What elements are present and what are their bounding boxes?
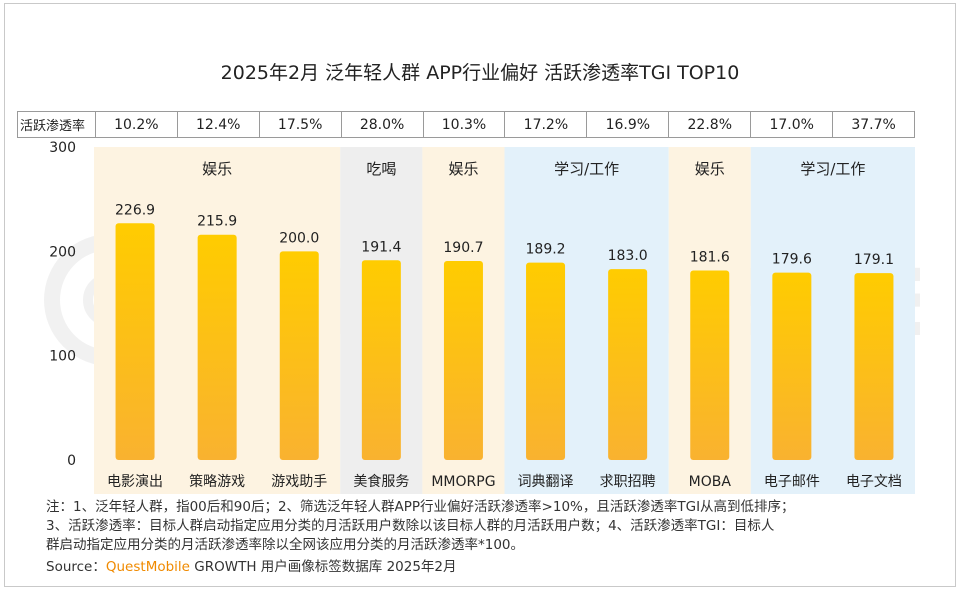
bar <box>854 273 894 460</box>
category-label: MOBA <box>689 474 732 490</box>
bar <box>115 223 155 460</box>
penetration-rate-cell: 16.9% <box>586 112 668 137</box>
category-label: 美食服务 <box>353 473 409 490</box>
y-tick-label: 300 <box>49 140 76 156</box>
group-label: 娱乐 <box>448 160 478 178</box>
group-label: 娱乐 <box>695 160 725 178</box>
category-label: 游戏助手 <box>271 474 327 490</box>
source-brand: QuestMobile <box>105 559 190 575</box>
penetration-rate-cell: 10.3% <box>422 112 505 137</box>
group-label: 吃喝 <box>366 160 396 178</box>
penetration-rate-cell: 10.2% <box>94 112 177 137</box>
note-line: 注：1、泛年轻人群，指00后和90后；2、筛选泛年轻人群APP行业偏好活跃渗透率… <box>46 499 795 515</box>
penetration-rate-cell: 37.7% <box>832 112 914 137</box>
bar <box>772 272 812 460</box>
note-line: 群启动指定应用分类的月活跃渗透率除以全网该应用分类的月活跃渗透率*100。 <box>46 537 525 553</box>
category-label: 电子邮件 <box>764 474 820 490</box>
bar-value-label: 226.9 <box>115 202 155 218</box>
bar-value-label: 191.4 <box>361 239 401 255</box>
penetration-rate-cell: 28.0% <box>340 112 423 137</box>
bar <box>279 251 319 460</box>
note-line: 3、活跃渗透率：目标人群启动指定应用分类的月活跃用户数除以该目标人群的月活跃用户… <box>46 518 775 534</box>
bar-value-label: 179.6 <box>772 252 812 268</box>
penetration-rate-cell: 17.5% <box>258 112 341 137</box>
chart-title: 2025年2月 泛年轻人群 APP行业偏好 活跃渗透率TGI TOP10 <box>220 62 740 84</box>
bar <box>443 261 483 460</box>
bar <box>608 269 648 460</box>
y-tick-label: 200 <box>49 244 76 260</box>
chart-source: Source：QuestMobile GROWTH 用户画像标签数据库 2025… <box>46 555 457 575</box>
bar-value-label: 183.0 <box>608 248 648 264</box>
bar <box>197 234 237 460</box>
bar-value-label: 181.6 <box>690 250 730 266</box>
y-tick-label: 0 <box>67 453 76 469</box>
bar-value-label: 190.7 <box>443 240 483 256</box>
bar <box>690 270 730 460</box>
category-label: MMORPG <box>431 474 495 490</box>
category-label: 电子文档 <box>846 474 902 490</box>
category-label: 策略游戏 <box>189 473 245 490</box>
bar-value-label: 189.2 <box>526 242 566 258</box>
source-suffix: GROWTH 用户画像标签数据库 2025年2月 <box>189 559 457 575</box>
penetration-rate-cell: 17.0% <box>750 112 832 137</box>
penetration-rate-cell: 22.8% <box>668 112 750 137</box>
penetration-rate-header: 活跃渗透率 <box>20 119 86 134</box>
bar <box>526 262 566 460</box>
bar-value-label: 215.9 <box>197 214 237 230</box>
group-label: 学习/工作 <box>800 160 865 178</box>
penetration-rate-row: 活跃渗透率 10.2% 12.4% 17.5% 28.0% 10.3% 17.2… <box>17 111 915 138</box>
chart-notes: 注：1、泛年轻人群，指00后和90后；2、筛选泛年轻人群APP行业偏好活跃渗透率… <box>46 498 916 555</box>
penetration-rate-cell: 12.4% <box>176 112 259 137</box>
category-label: 词典翻译 <box>518 474 574 490</box>
bar <box>361 260 401 460</box>
y-tick-label: 100 <box>49 349 76 365</box>
bar-value-label: 179.1 <box>854 252 894 268</box>
category-label: 电影演出 <box>107 474 163 490</box>
group-label: 学习/工作 <box>554 160 619 178</box>
bar-value-label: 200.0 <box>279 230 319 246</box>
group-label: 娱乐 <box>202 160 232 178</box>
source-prefix: Source： <box>46 559 106 575</box>
category-label: 求职招聘 <box>600 474 656 490</box>
penetration-rate-cell: 17.2% <box>504 112 586 137</box>
